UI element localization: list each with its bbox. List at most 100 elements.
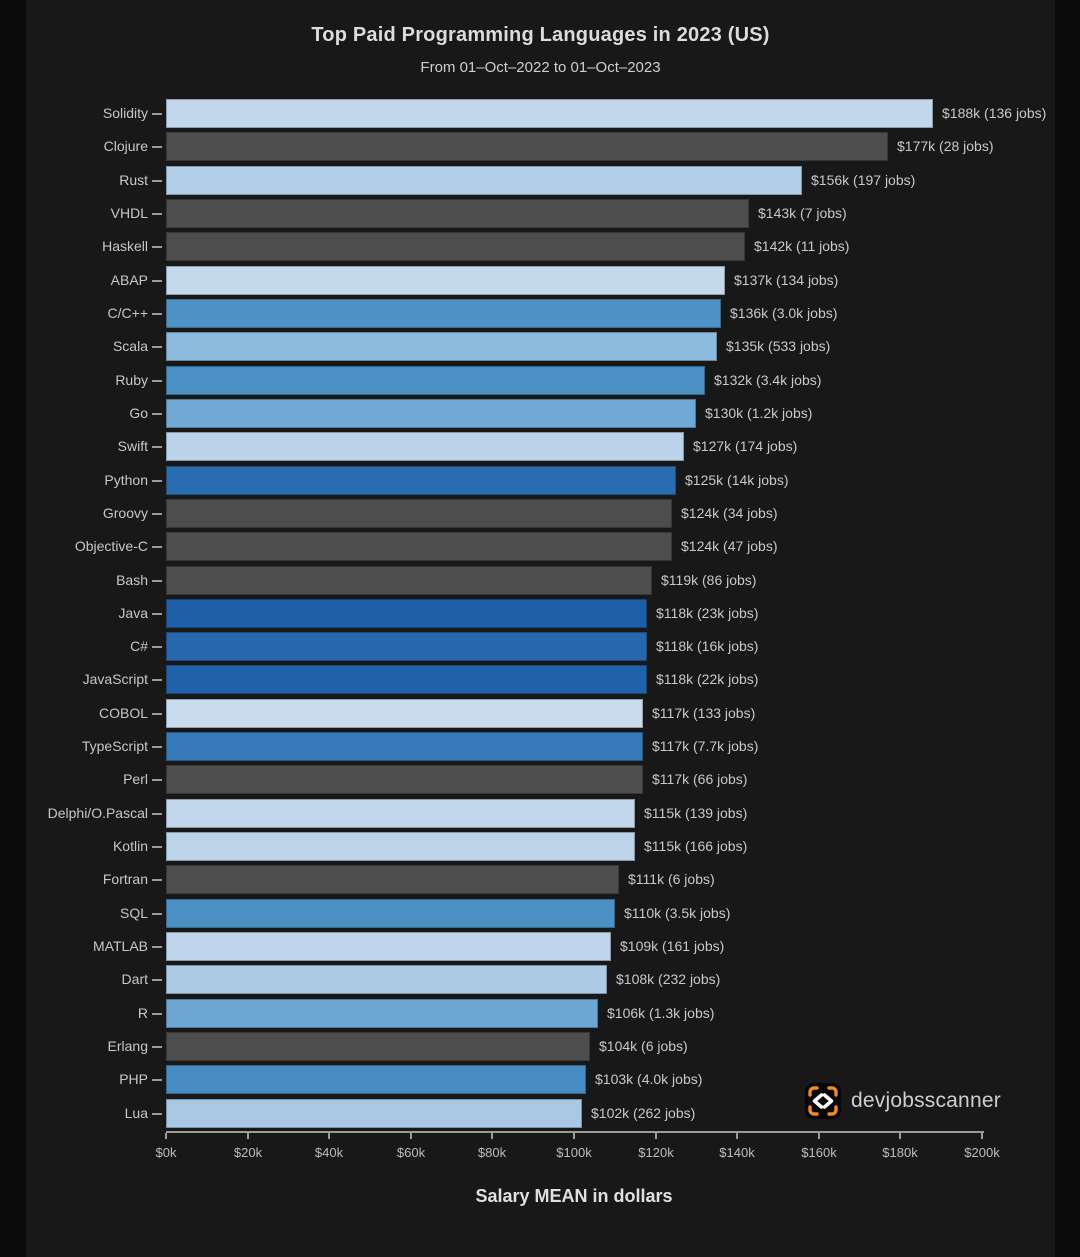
category-label: JavaScript [82, 671, 148, 687]
x-tick-mark [165, 1133, 167, 1139]
y-tick-mark [152, 1113, 162, 1115]
y-tick-mark [152, 513, 162, 515]
y-tick-mark [152, 313, 162, 315]
value-label: $117k (133 jobs) [652, 705, 756, 721]
y-tick-mark [152, 679, 162, 681]
y-tick-mark [152, 480, 162, 482]
value-label: $136k (3.0k jobs) [730, 305, 838, 321]
value-label: $142k (11 jobs) [754, 238, 850, 254]
y-tick-mark [152, 946, 162, 948]
category-label: Python [104, 472, 148, 488]
y-tick-mark [152, 580, 162, 582]
salary-bar [166, 599, 647, 628]
salary-bar [166, 1099, 582, 1128]
category-label: COBOL [98, 705, 148, 721]
salary-bar [166, 132, 888, 161]
y-tick-mark [152, 446, 162, 448]
value-label: $135k (533 jobs) [726, 338, 831, 354]
bar-row: Java $118k (23k jobs) [118, 597, 982, 630]
y-tick-mark [152, 646, 162, 648]
value-label: $110k (3.5k jobs) [624, 905, 731, 921]
y-tick-mark [152, 1079, 162, 1081]
chart-title: Top Paid Programming Languages in 2023 (… [311, 24, 770, 46]
y-tick-mark [152, 913, 162, 915]
y-tick-mark [152, 180, 162, 182]
watermark: devjobsscanner [805, 1083, 1001, 1119]
y-tick-mark [152, 779, 162, 781]
value-label: $130k (1.2k jobs) [705, 405, 813, 421]
salary-bar [166, 332, 717, 361]
salary-bar [166, 532, 672, 561]
category-label: Bash [116, 572, 148, 588]
bar-row: C# $118k (16k jobs) [130, 630, 982, 663]
salary-bar [166, 299, 721, 328]
x-tick-label: $180k [882, 1145, 918, 1160]
y-tick-mark [152, 846, 162, 848]
value-label: $106k (1.3k jobs) [607, 1005, 715, 1021]
salary-bar [166, 566, 652, 595]
bar-row: Groovy $124k (34 jobs) [103, 497, 982, 530]
salary-bar [166, 366, 705, 395]
bar-row: MATLAB $109k (161 jobs) [93, 930, 982, 963]
salary-bar [166, 499, 672, 528]
y-tick-mark [152, 746, 162, 748]
category-label: TypeScript [81, 738, 148, 754]
category-label: Lua [124, 1105, 148, 1121]
y-tick-mark [152, 346, 162, 348]
salary-bar [166, 1032, 590, 1061]
bar-row: PHP $103k (4.0k jobs) [119, 1063, 982, 1096]
salary-bar [166, 765, 643, 794]
category-label: PHP [119, 1071, 148, 1087]
salary-bar [166, 266, 725, 295]
value-label: $104k (6 jobs) [599, 1038, 688, 1054]
category-label: ABAP [110, 272, 148, 288]
bar-row: Python $125k (14k jobs) [104, 464, 982, 497]
y-tick-mark [152, 146, 162, 148]
bar-row: Objective-C $124k (47 jobs) [75, 530, 982, 563]
x-tick-label: $200k [964, 1145, 1000, 1160]
category-label: Clojure [103, 138, 148, 154]
value-label: $118k (16k jobs) [656, 638, 759, 654]
y-tick-mark [152, 1046, 162, 1048]
salary-bar [166, 432, 684, 461]
bar-row: Ruby $132k (3.4k jobs) [115, 364, 982, 397]
x-tick-label: $120k [638, 1145, 674, 1160]
value-label: $137k (134 jobs) [734, 272, 839, 288]
category-label: Go [129, 405, 148, 421]
y-tick-mark [152, 280, 162, 282]
bar-row: SQL $110k (3.5k jobs) [120, 897, 982, 930]
x-tick-mark [247, 1133, 249, 1139]
x-tick-mark [573, 1133, 575, 1139]
x-tick-label: $160k [801, 1145, 837, 1160]
salary-bar [166, 799, 635, 828]
value-label: $117k (66 jobs) [652, 771, 748, 787]
salary-bar [166, 865, 619, 894]
category-label: R [137, 1005, 148, 1021]
y-tick-mark [152, 413, 162, 415]
x-tick-mark [736, 1133, 738, 1139]
y-tick-mark [152, 713, 162, 715]
code-brackets-icon [805, 1083, 841, 1119]
bar-row: Haskell $142k (11 jobs) [102, 230, 982, 263]
bar-row: Rust $156k (197 jobs) [119, 164, 982, 197]
value-label: $119k (86 jobs) [661, 572, 757, 588]
category-label: Swift [117, 438, 148, 454]
x-tick-mark [899, 1133, 901, 1139]
bar-row: Scala $135k (533 jobs) [113, 330, 982, 363]
bar-row: TypeScript $117k (7.7k jobs) [82, 730, 982, 763]
x-axis-line [166, 1131, 984, 1133]
chart-figure: Top Paid Programming Languages in 2023 (… [26, 0, 1055, 1257]
x-tick-mark [818, 1133, 820, 1139]
y-tick-mark [152, 246, 162, 248]
y-tick-mark [152, 1013, 162, 1015]
x-axis-title: Salary MEAN in dollars [475, 1186, 673, 1206]
value-label: $111k (6 jobs) [628, 871, 715, 887]
salary-bar [166, 899, 615, 928]
x-tick-mark [328, 1133, 330, 1139]
category-label: Delphi/O.Pascal [47, 805, 148, 821]
value-label: $177k (28 jobs) [897, 138, 994, 154]
chart-subtitle: From 01–Oct–2022 to 01–Oct–2023 [420, 59, 661, 76]
category-label: Haskell [102, 238, 148, 254]
x-tick-label: $40k [314, 1145, 344, 1160]
category-label: Perl [123, 771, 148, 787]
